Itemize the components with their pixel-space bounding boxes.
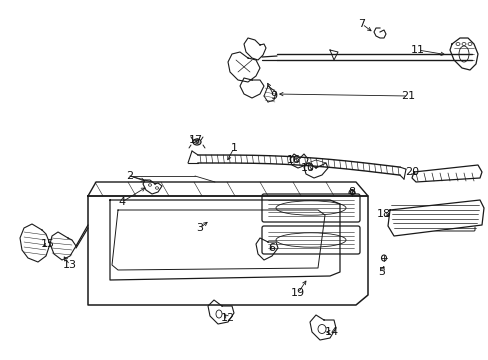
Text: 11: 11 bbox=[410, 45, 424, 55]
Text: 20: 20 bbox=[404, 167, 418, 177]
Text: 14: 14 bbox=[324, 327, 338, 337]
Ellipse shape bbox=[381, 255, 386, 261]
FancyBboxPatch shape bbox=[262, 226, 359, 254]
Ellipse shape bbox=[193, 139, 201, 145]
Text: 13: 13 bbox=[63, 260, 77, 270]
Text: 7: 7 bbox=[358, 19, 365, 29]
Text: 19: 19 bbox=[290, 288, 305, 298]
Text: 9: 9 bbox=[270, 91, 277, 101]
Text: 18: 18 bbox=[376, 209, 390, 219]
Polygon shape bbox=[88, 196, 367, 305]
Ellipse shape bbox=[348, 189, 354, 197]
Text: 6: 6 bbox=[268, 243, 275, 253]
Text: 1: 1 bbox=[230, 143, 237, 153]
Text: 16: 16 bbox=[286, 155, 301, 165]
Text: 4: 4 bbox=[118, 197, 125, 207]
Text: 2: 2 bbox=[126, 171, 133, 181]
Polygon shape bbox=[88, 182, 367, 196]
Polygon shape bbox=[387, 200, 483, 236]
Text: 12: 12 bbox=[221, 313, 235, 323]
Text: 15: 15 bbox=[41, 239, 55, 249]
Text: 3: 3 bbox=[196, 223, 203, 233]
Text: 8: 8 bbox=[348, 187, 355, 197]
Text: 21: 21 bbox=[400, 91, 414, 101]
Text: 5: 5 bbox=[378, 267, 385, 277]
Text: 10: 10 bbox=[301, 163, 314, 173]
Text: 17: 17 bbox=[188, 135, 203, 145]
Polygon shape bbox=[411, 165, 481, 182]
FancyBboxPatch shape bbox=[262, 194, 359, 222]
